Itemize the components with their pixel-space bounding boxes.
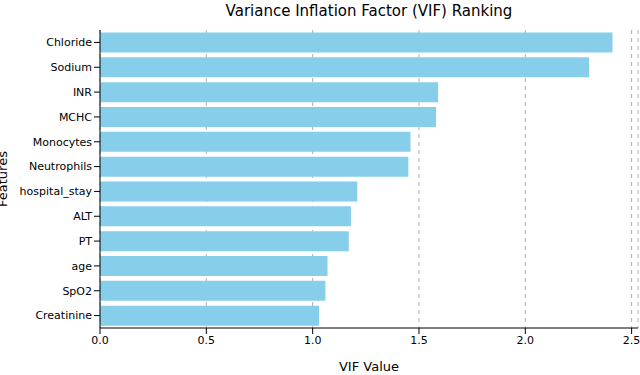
svg-text:PT: PT [79,235,93,248]
svg-text:1.0: 1.0 [304,334,322,347]
svg-text:2.0: 2.0 [517,334,535,347]
svg-text:0.5: 0.5 [198,334,216,347]
svg-text:1.5: 1.5 [410,334,428,347]
svg-text:Features: Features [8,151,10,207]
svg-text:Monocytes: Monocytes [33,136,93,149]
svg-text:hospital_stay: hospital_stay [20,185,93,198]
svg-text:2.5: 2.5 [623,334,632,347]
svg-text:age: age [72,260,93,273]
svg-text:ALT: ALT [73,210,92,223]
svg-text:Sodium: Sodium [51,61,92,74]
svg-text:0.0: 0.0 [91,334,109,347]
svg-text:Chloride: Chloride [46,36,92,49]
svg-text:VIF Value: VIF Value [339,359,399,374]
svg-text:MCHC: MCHC [59,111,92,124]
svg-text:INR: INR [73,86,92,99]
svg-text:Neutrophils: Neutrophils [29,160,92,173]
svg-text:SpO2: SpO2 [62,285,92,298]
svg-text:Creatinine: Creatinine [35,309,92,322]
html-text:Variance Inflation Factor (VIF: Variance Inflation Factor (VIF) Ranking [225,2,513,20]
